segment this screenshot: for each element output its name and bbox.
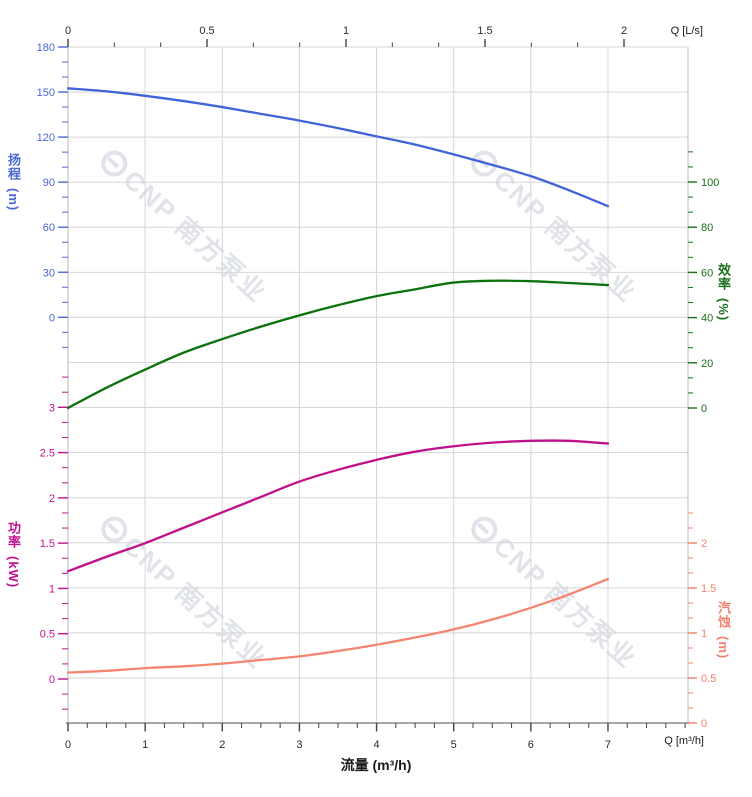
efficiency-axis-tick-label: 60 bbox=[701, 267, 713, 279]
npsh-curve bbox=[66, 577, 610, 674]
npsh-axis-tick-label: 0.5 bbox=[701, 673, 716, 685]
efficiency-axis-title-text: 效率 bbox=[716, 263, 731, 291]
head-axis-tick-label: 0 bbox=[49, 312, 55, 324]
head-axis-tick-label: 150 bbox=[37, 87, 55, 99]
npsh-axis-tick-label: 1 bbox=[701, 628, 707, 640]
top-axis-tick-label: 0 bbox=[65, 25, 71, 37]
npsh-axis-title-text: 汽蚀 bbox=[716, 601, 731, 629]
power-axis-tick-label: 0 bbox=[49, 674, 55, 686]
bottom-axis-tick-label: 6 bbox=[528, 739, 534, 751]
efficiency-axis-tick-label: 20 bbox=[701, 358, 713, 370]
power-axis-tick-label: 3 bbox=[49, 402, 55, 414]
efficiency-axis-title: 效率 (%) bbox=[716, 263, 731, 322]
top-axis-tick-label: 1 bbox=[343, 25, 349, 37]
head-axis-tick-label: 120 bbox=[37, 132, 55, 144]
npsh-axis-tick-label: 1.5 bbox=[701, 583, 716, 595]
efficiency-axis-tick-label: 80 bbox=[701, 222, 713, 234]
npsh-axis-tick-label: 0 bbox=[701, 718, 707, 730]
bottom-axis-tick-label: 0 bbox=[65, 739, 71, 751]
efficiency-axis-tick-label: 100 bbox=[701, 177, 719, 189]
bottom-axis-tick-label: 4 bbox=[373, 739, 379, 751]
efficiency-axis-tick-label: 0 bbox=[701, 403, 707, 415]
npsh-axis-title: 汽蚀 (m) bbox=[716, 601, 731, 660]
power-axis-unit: (kW) bbox=[6, 556, 21, 589]
bottom-axis-tick-label: 5 bbox=[451, 739, 457, 751]
power-axis-tick-label: 2.5 bbox=[40, 448, 55, 460]
head-axis-title: 扬程 (m) bbox=[6, 153, 21, 212]
power-axis-tick-label: 1 bbox=[49, 583, 55, 595]
head-curve bbox=[66, 87, 610, 208]
efficiency-curve bbox=[66, 279, 610, 410]
npsh-axis-unit: (m) bbox=[716, 636, 731, 660]
bottom-axis-tick-label: 7 bbox=[605, 739, 611, 751]
top-axis-tick-label: 2 bbox=[621, 25, 627, 37]
efficiency-axis-unit: (%) bbox=[716, 298, 731, 322]
head-axis-tick-label: 60 bbox=[43, 222, 55, 234]
bottom-axis-tick-label: 2 bbox=[219, 739, 225, 751]
head-axis-tick-label: 180 bbox=[37, 42, 55, 54]
npsh-axis-tick-label: 2 bbox=[701, 538, 707, 550]
head-axis-tick-label: 90 bbox=[43, 177, 55, 189]
power-axis-title: 功率 (kW) bbox=[6, 521, 21, 589]
head-axis-tick-label: 30 bbox=[43, 267, 55, 279]
top-axis-tick-label: 1.5 bbox=[477, 25, 492, 37]
power-curve bbox=[66, 439, 610, 573]
head-axis-title-text: 扬程 bbox=[6, 153, 21, 181]
power-axis-title-text: 功率 bbox=[6, 521, 21, 549]
head-axis-unit: (m) bbox=[6, 188, 21, 212]
power-axis-tick-label: 0.5 bbox=[40, 629, 55, 641]
efficiency-axis-tick-label: 40 bbox=[701, 313, 713, 325]
top-axis-unit-label: Q [L/s] bbox=[671, 25, 703, 37]
bottom-axis-tick-label: 3 bbox=[296, 739, 302, 751]
power-axis-tick-label: 1.5 bbox=[40, 538, 55, 550]
top-axis-tick-label: 0.5 bbox=[199, 25, 214, 37]
x-axis-title: 流量 (m³/h) bbox=[340, 757, 412, 773]
bottom-axis-unit-label: Q [m³/h] bbox=[664, 735, 704, 747]
bottom-axis-tick-label: 1 bbox=[142, 739, 148, 751]
power-axis-tick-label: 2 bbox=[49, 493, 55, 505]
